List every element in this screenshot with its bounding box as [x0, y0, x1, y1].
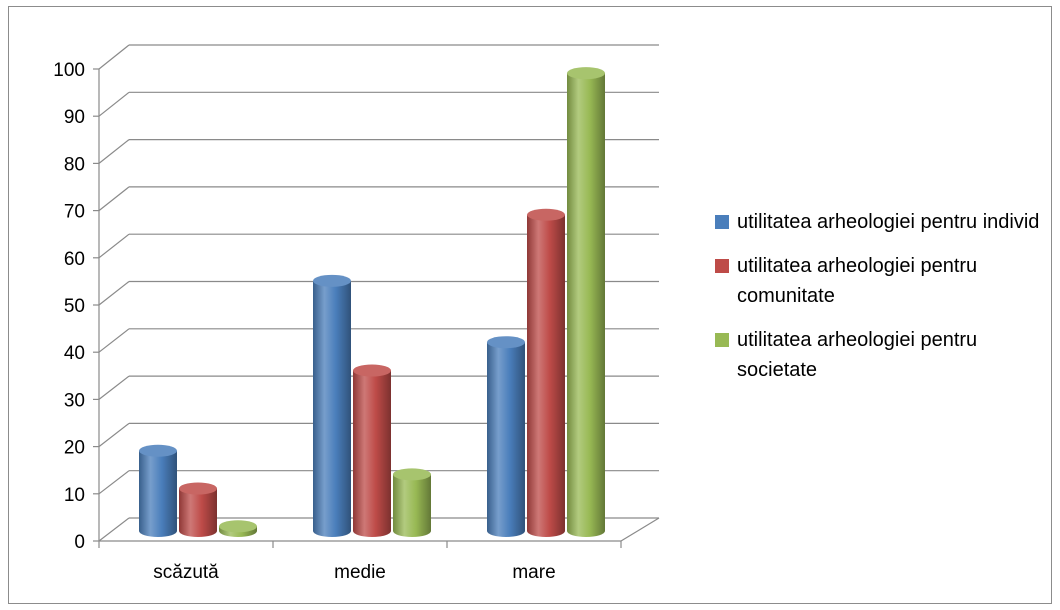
legend-label: utilitatea arheologiei pentru comunitate: [737, 255, 978, 307]
bar-body: [567, 73, 605, 537]
gridline-side-80: [98, 139, 130, 164]
bar-utilitatea-arheologiei-pentru-societate-2: [567, 67, 605, 537]
legend-item: utilitatea arheologiei pentru societate: [715, 325, 1045, 385]
bar-top: [139, 444, 177, 457]
gridline-side-60: [98, 233, 130, 259]
bar-utilitatea-arheologiei-pentru-societate-1: [393, 468, 431, 537]
x-tick-label: scăzută: [153, 562, 219, 583]
legend-item: utilitatea arheologiei pentru individ: [715, 207, 1045, 237]
bar-body: [179, 488, 217, 537]
bar-utilitatea-arheologiei-pentru-individ-1: [313, 274, 351, 537]
bar-top: [393, 468, 431, 481]
floor-right-edge: [620, 517, 660, 542]
x-tick-labels: scăzută medie mare: [153, 562, 555, 583]
legend-swatch: [715, 259, 729, 273]
y-tick-label: 40: [64, 343, 85, 364]
gridline-side-100: [98, 44, 130, 70]
bar-utilitatea-arheologiei-pentru-societate-0: [219, 520, 257, 537]
y-tick-label: 20: [64, 438, 85, 459]
bar-utilitatea-arheologiei-pentru-comunitate-1: [353, 364, 391, 537]
bar-body: [313, 280, 351, 537]
x-tick-label: medie: [334, 562, 386, 583]
axes: [93, 68, 660, 548]
bar-utilitatea-arheologiei-pentru-individ-0: [139, 444, 177, 537]
bar-body: [353, 370, 391, 537]
bar-top: [219, 520, 257, 533]
bar-body: [527, 214, 565, 537]
chart-frame: 0 10 20 30 40 50 60 70 80 90 100 scăzută medie mare …: [8, 6, 1052, 604]
bar-body: [487, 342, 525, 537]
legend-label: utilitatea arheologiei pentru societate: [737, 329, 978, 381]
gridline-side-50: [98, 281, 130, 306]
bar-top: [567, 67, 605, 80]
gridline-side-30: [98, 375, 130, 400]
bar-utilitatea-arheologiei-pentru-comunitate-0: [179, 482, 217, 537]
y-tick-label: 10: [64, 485, 85, 506]
legend-item: utilitatea arheologiei pentru comunitate: [715, 251, 1045, 311]
y-tick-label: 100: [53, 60, 85, 81]
bar-top: [487, 336, 525, 349]
y-tick-label: 80: [64, 154, 85, 175]
bar-body: [393, 474, 431, 537]
y-tick-label: 30: [64, 390, 85, 411]
gridline-side-70: [98, 186, 130, 212]
y-tick-label: 60: [64, 249, 85, 270]
bar-utilitatea-arheologiei-pentru-comunitate-2: [527, 208, 565, 537]
legend-swatch: [715, 215, 729, 229]
y-tick-labels: 0 10 20 30 40 50 60 70 80 90 100: [53, 60, 85, 553]
bar-top: [353, 364, 391, 377]
bar-top: [313, 274, 351, 287]
y-tick-label: 90: [64, 107, 85, 128]
gridline-side-40: [98, 328, 130, 353]
bars: [139, 67, 605, 537]
gridline-side-20: [98, 422, 130, 448]
chart-plot: 0 10 20 30 40 50 60 70 80 90 100 scăzută medie mare: [53, 44, 660, 583]
bar-utilitatea-arheologiei-pentru-individ-2: [487, 336, 525, 537]
legend: utilitatea arheologiei pentru individ uti…: [715, 207, 1045, 399]
gridline-side-0: [98, 517, 130, 542]
legend-swatch: [715, 333, 729, 347]
y-tick-label: 50: [64, 296, 85, 317]
gridline-side-90: [98, 91, 130, 117]
bar-body: [139, 450, 177, 537]
gridline-side-10: [98, 470, 130, 495]
y-tick-label: 70: [64, 202, 85, 223]
y-tick-label: 0: [74, 532, 85, 553]
bar-top: [179, 482, 217, 495]
legend-label: utilitatea arheologiei pentru individ: [737, 211, 1040, 233]
x-tick-label: mare: [512, 562, 555, 583]
bar-top: [527, 208, 565, 221]
